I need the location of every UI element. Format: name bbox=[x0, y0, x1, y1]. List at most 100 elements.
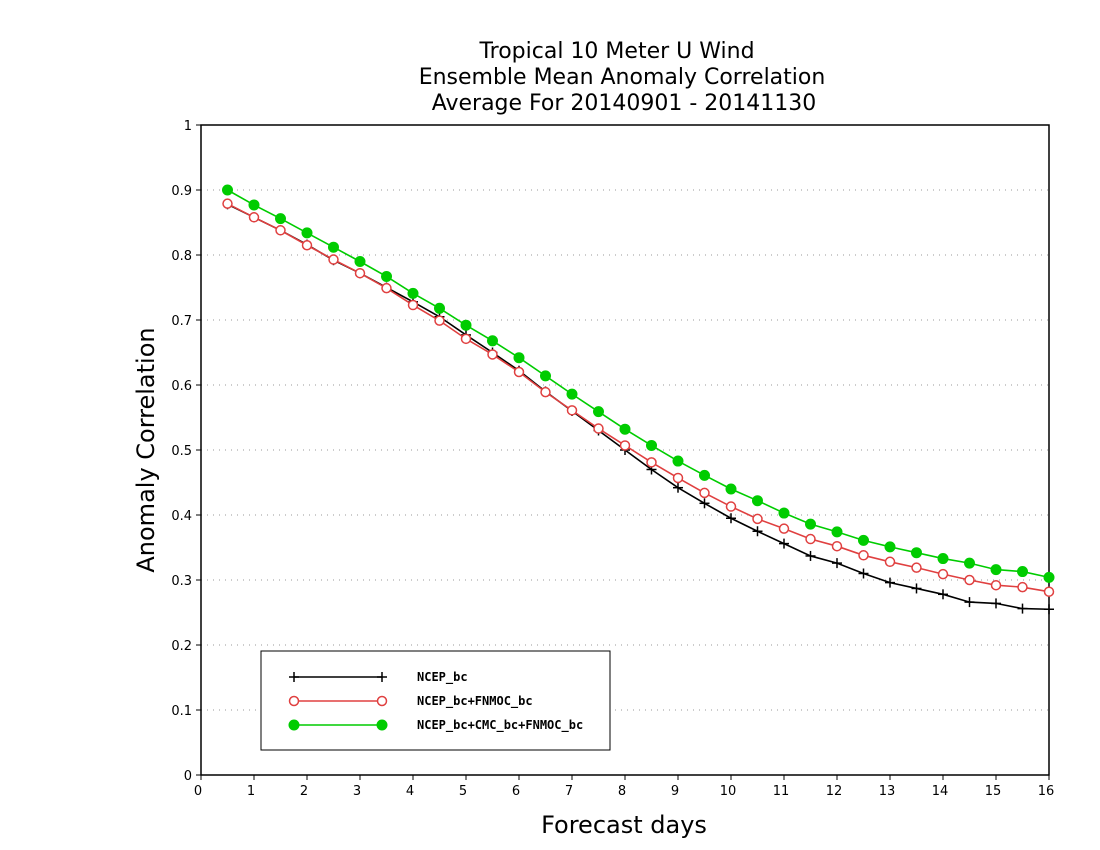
series-2 bbox=[222, 184, 1055, 583]
series-point bbox=[964, 574, 975, 586]
legend-label: NCEP_bc bbox=[417, 670, 468, 685]
series-point bbox=[752, 513, 763, 525]
series-point bbox=[1017, 581, 1028, 593]
series-point bbox=[540, 370, 551, 382]
series-point bbox=[805, 518, 816, 530]
series-point bbox=[938, 589, 948, 600]
legend-entry: NCEP_bc+CMC_bc+FNMOC_bc bbox=[288, 718, 583, 733]
series-point bbox=[937, 568, 949, 580]
series-point bbox=[831, 526, 843, 538]
series-point bbox=[858, 550, 869, 561]
series-point bbox=[752, 526, 763, 537]
x-tick-label: 12 bbox=[826, 784, 843, 799]
legend-label: NCEP_bc+FNMOC_bc bbox=[417, 694, 533, 709]
x-axis-title: Forecast days bbox=[541, 811, 707, 839]
legend-marker bbox=[289, 672, 299, 682]
series-point bbox=[593, 406, 604, 418]
x-tick-label: 4 bbox=[406, 784, 414, 799]
series-line bbox=[227, 202, 1050, 593]
series-point bbox=[275, 225, 286, 236]
x-tick-label: 14 bbox=[932, 784, 949, 799]
series-point bbox=[434, 315, 445, 326]
series-point bbox=[990, 564, 1002, 576]
x-tick-label: 10 bbox=[720, 784, 737, 799]
series-point bbox=[301, 227, 313, 239]
series-point bbox=[381, 270, 392, 282]
series-point bbox=[858, 534, 869, 546]
x-tick-label: 1 bbox=[247, 784, 255, 799]
x-tick-label: 9 bbox=[671, 784, 679, 799]
series-point bbox=[778, 523, 790, 534]
chart-title-line-1: Tropical 10 Meter U Wind bbox=[478, 39, 754, 64]
series-point bbox=[1043, 586, 1055, 597]
series-point bbox=[248, 199, 260, 211]
series-point bbox=[407, 299, 419, 311]
series-point bbox=[725, 483, 737, 495]
series-point bbox=[460, 333, 472, 345]
series-point bbox=[460, 319, 472, 331]
x-tick-label: 6 bbox=[512, 784, 520, 799]
x-tick-label: 7 bbox=[565, 784, 573, 799]
x-tick-label: 0 bbox=[194, 784, 202, 799]
legend-marker bbox=[288, 719, 300, 731]
series-point bbox=[805, 550, 816, 561]
series-point bbox=[672, 455, 684, 467]
series-point bbox=[699, 498, 710, 509]
series-point bbox=[805, 533, 816, 545]
series-point bbox=[885, 577, 895, 588]
series-point bbox=[354, 256, 366, 267]
series-point bbox=[328, 241, 339, 253]
x-tick-label: 8 bbox=[618, 784, 626, 799]
series-point bbox=[540, 386, 551, 398]
legend-marker bbox=[288, 695, 300, 707]
series-point bbox=[566, 388, 578, 400]
series-point bbox=[1044, 604, 1054, 615]
series-point bbox=[434, 302, 445, 314]
series-point bbox=[673, 482, 683, 493]
x-tick-label: 3 bbox=[353, 784, 361, 799]
legend-entry: NCEP_bc bbox=[289, 670, 468, 685]
x-tick-label: 5 bbox=[459, 784, 467, 799]
series-point bbox=[937, 553, 949, 565]
x-tick-label: 11 bbox=[773, 784, 790, 799]
series-point bbox=[964, 557, 975, 569]
y-tick-label: 0.9 bbox=[171, 184, 192, 199]
series-point bbox=[381, 282, 392, 294]
y-tick-label: 0.5 bbox=[171, 444, 192, 459]
series-point bbox=[513, 352, 525, 364]
y-axis-title: Anomaly Correlation bbox=[132, 327, 160, 572]
series-point bbox=[1017, 603, 1028, 614]
series-point bbox=[779, 538, 789, 549]
y-tick-label: 0 bbox=[184, 769, 192, 784]
series-point bbox=[328, 254, 339, 265]
y-tick-label: 0.2 bbox=[171, 639, 192, 654]
y-tick-label: 0.3 bbox=[171, 574, 192, 589]
series-line bbox=[227, 203, 1050, 611]
series-point bbox=[619, 440, 631, 451]
series-point bbox=[222, 184, 233, 196]
series-point bbox=[672, 472, 684, 484]
series-point bbox=[831, 540, 843, 552]
series-point bbox=[301, 240, 313, 251]
legend-label: NCEP_bc+CMC_bc+FNMOC_bc bbox=[417, 718, 583, 733]
y-tick-label: 0.4 bbox=[171, 509, 192, 524]
legend-entry: NCEP_bc+FNMOC_bc bbox=[288, 694, 533, 709]
series-point bbox=[248, 212, 260, 223]
series-1 bbox=[222, 198, 1055, 597]
series-point bbox=[222, 198, 233, 209]
series-point bbox=[858, 568, 869, 579]
series-point bbox=[911, 562, 922, 573]
y-tick-label: 0.7 bbox=[171, 314, 192, 329]
series-point bbox=[752, 495, 763, 507]
legend-marker bbox=[376, 719, 388, 731]
series-point bbox=[699, 487, 710, 499]
legend-marker bbox=[377, 672, 387, 682]
series-point bbox=[699, 469, 710, 481]
series-point bbox=[884, 541, 896, 553]
series-line bbox=[227, 189, 1050, 579]
series-point bbox=[593, 423, 604, 434]
series-point bbox=[990, 579, 1002, 591]
plot-series bbox=[222, 184, 1055, 615]
axes: 00.10.20.30.40.50.60.70.80.910 1 2 3 4 5 6 7 8 9 1… bbox=[171, 119, 1054, 799]
